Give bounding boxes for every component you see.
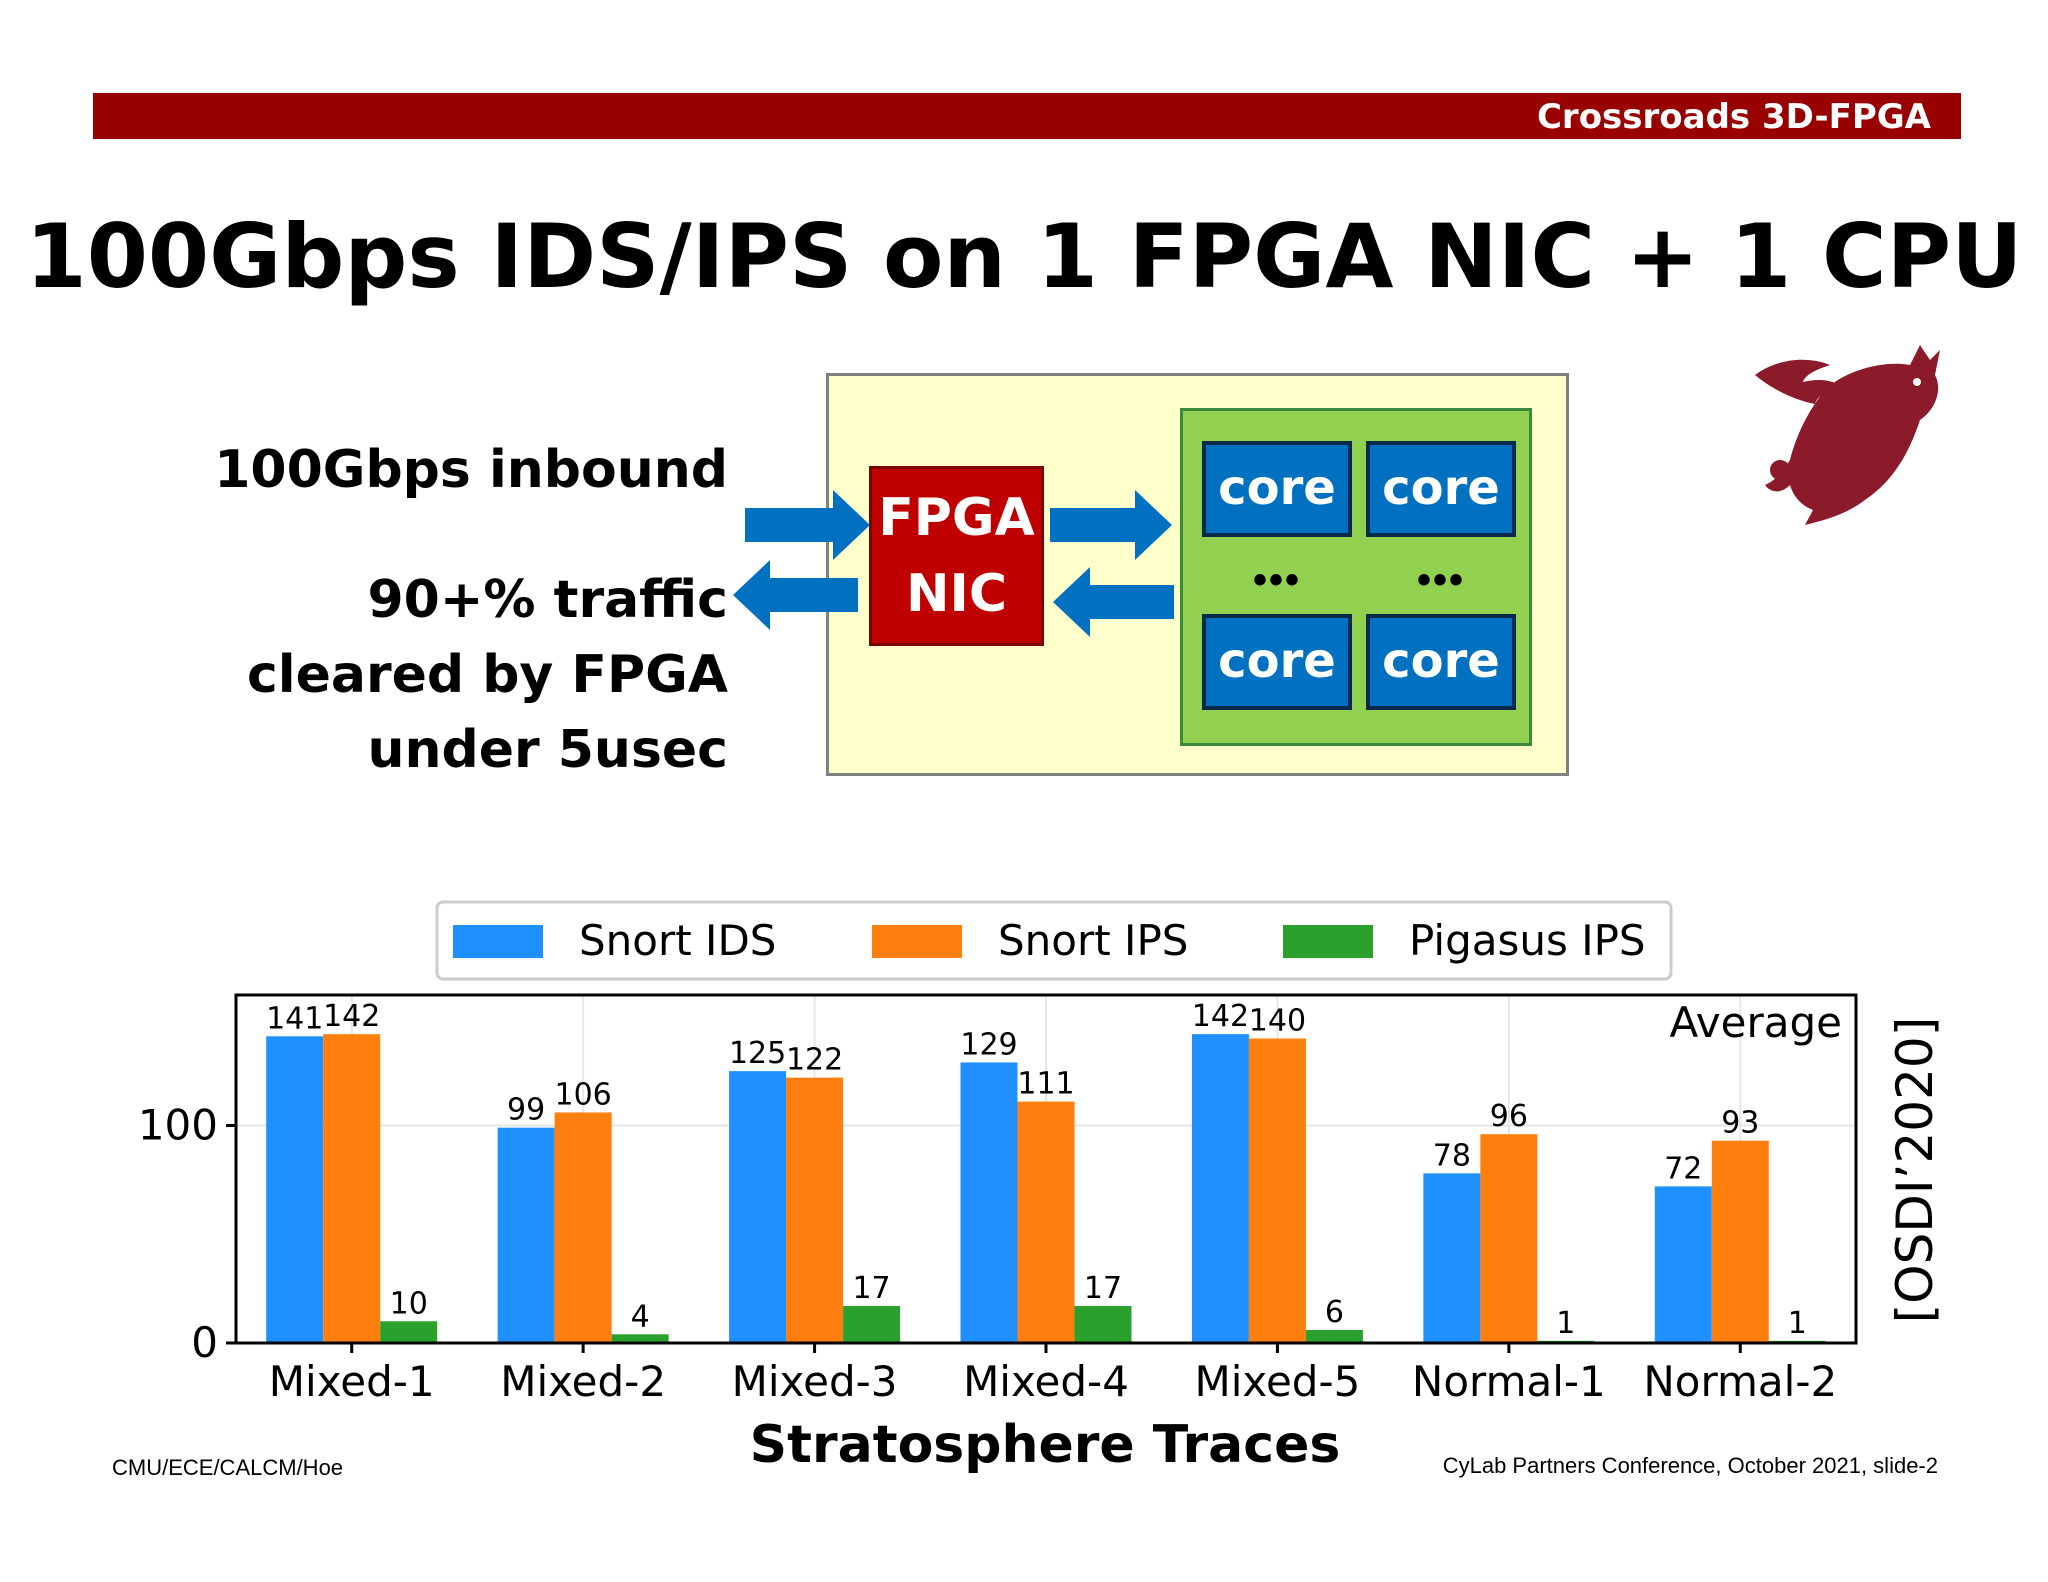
fpga-nic-box: FPGA NIC [869, 466, 1044, 646]
cpu-to-nic-arrow [1053, 567, 1174, 637]
plot-frame [234, 993, 1858, 1345]
header-label: Crossroads 3D-FPGA [1536, 97, 1931, 137]
legend-label: Pigasus IPS [1409, 916, 1646, 965]
bar-value-label: 10 [390, 1286, 428, 1321]
bar-value-label: 17 [852, 1271, 890, 1306]
core-dots-2: ••• [1416, 558, 1465, 602]
legend-label: Snort IDS [579, 916, 776, 965]
footer-right: CyLab Partners Conference, October 2021,… [1442, 1453, 1938, 1478]
bar [1711, 1140, 1769, 1343]
bar-value-label: 111 [1017, 1067, 1074, 1102]
nic-label-line-1: FPGA [878, 488, 1035, 548]
bar [960, 1062, 1018, 1343]
outbound-arrow [733, 560, 858, 630]
core-dots-1: ••• [1252, 558, 1301, 602]
bar [1423, 1173, 1481, 1343]
core-box-1: core [1202, 441, 1352, 537]
legend-label: Snort IPS [998, 916, 1188, 965]
bar-value-label: 141 [266, 1001, 323, 1036]
x-tick-label: Mixed-1 [269, 1357, 435, 1406]
bar [611, 1334, 669, 1343]
bar-value-label: 99 [507, 1093, 545, 1128]
bar-value-label: 4 [631, 1299, 650, 1334]
chart-x-axis-label: Stratosphere Traces [750, 1415, 1341, 1475]
chart-legend: Snort IDS Snort IPS Pigasus IPS [435, 900, 1673, 981]
y-tick-label: 0 [191, 1318, 218, 1367]
bar-value-label: 1 [1788, 1306, 1807, 1341]
x-tick-label: Mixed-5 [1194, 1357, 1360, 1406]
page-title: 100Gbps IDS/IPS on 1 FPGA NIC + 1 CPU [25, 205, 2023, 308]
pigasus-logo [1755, 345, 1940, 525]
bar [380, 1321, 438, 1343]
bar-value-label: 6 [1325, 1295, 1344, 1330]
cleared-line-3: under 5usec [367, 720, 728, 780]
bar-value-label: 17 [1084, 1271, 1122, 1306]
cleared-line-1: 90+% traffic [367, 570, 728, 630]
bar [1017, 1101, 1075, 1343]
bar [786, 1077, 844, 1343]
bar [266, 1036, 324, 1343]
x-tick-label: Normal-1 [1412, 1357, 1606, 1406]
bar [1480, 1134, 1538, 1343]
bar [497, 1127, 555, 1343]
bar [729, 1071, 787, 1343]
core-box-3: core [1202, 614, 1352, 710]
nic-label-line-2: NIC [905, 564, 1008, 624]
footer-left: CMU/ECE/CALCM/Hoe [112, 1455, 344, 1480]
bar [1305, 1329, 1363, 1343]
core-box-4: core [1366, 614, 1516, 710]
bar [843, 1306, 901, 1343]
bar-value-label: 142 [323, 999, 380, 1034]
legend-swatch [872, 925, 962, 958]
bar-value-label: 125 [729, 1036, 786, 1071]
x-tick-label: Normal-2 [1643, 1357, 1837, 1406]
bar-value-label: 93 [1721, 1106, 1759, 1141]
chart-annotation: Average [1670, 998, 1842, 1047]
bar-value-label: 142 [1192, 999, 1249, 1034]
bar [1654, 1186, 1712, 1343]
bar-value-label: 106 [555, 1077, 612, 1112]
bar [323, 1034, 381, 1343]
bar [1248, 1038, 1306, 1343]
x-tick-label: Mixed-2 [500, 1357, 666, 1406]
bar-value-label: 122 [786, 1043, 843, 1078]
header-bar: Crossroads 3D-FPGA [93, 93, 1961, 139]
y-tick-label: 100 [138, 1101, 218, 1150]
legend-swatch [453, 925, 543, 958]
core-box-2: core [1366, 441, 1516, 537]
bar-value-label: 1 [1556, 1306, 1575, 1341]
bar-value-label: 72 [1664, 1151, 1702, 1186]
bar-value-label: 129 [960, 1027, 1017, 1062]
x-tick-label: Mixed-4 [963, 1357, 1129, 1406]
bar [1074, 1306, 1132, 1343]
bar [1191, 1034, 1249, 1343]
inbound-arrow [745, 490, 870, 560]
cleared-line-2: cleared by FPGA [246, 645, 728, 705]
x-tick-label: Mixed-3 [732, 1357, 898, 1406]
nic-to-cpu-arrow [1050, 490, 1172, 560]
bar-value-label: 78 [1433, 1138, 1471, 1173]
bar-value-label: 140 [1249, 1004, 1306, 1039]
bar-value-label: 96 [1490, 1099, 1528, 1134]
osdi-citation: [OSDI’2020] [1886, 1017, 1944, 1324]
legend-swatch [1283, 925, 1373, 958]
inbound-label: 100Gbps inbound [214, 440, 728, 500]
bar [554, 1112, 612, 1343]
